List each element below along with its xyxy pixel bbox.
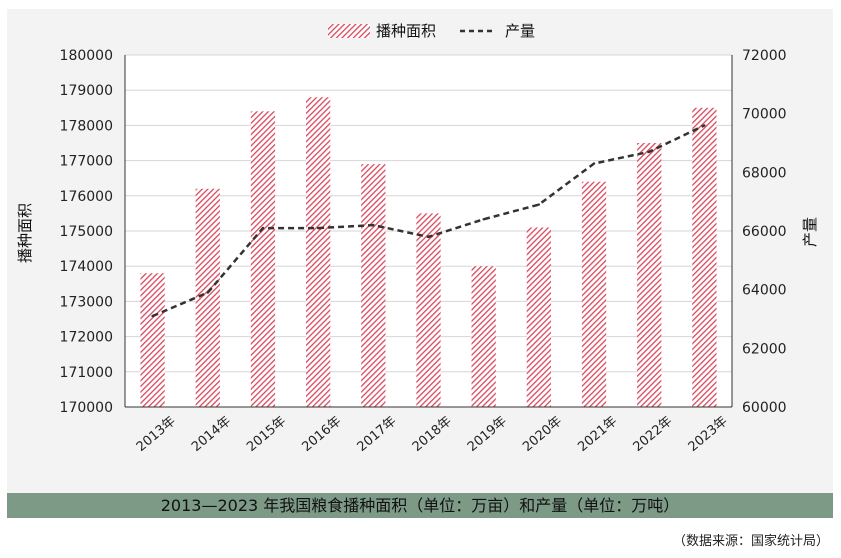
line-point: [316, 226, 320, 230]
legend-bar-label: 播种面积: [376, 22, 436, 40]
left-tick-label: 171000: [60, 365, 113, 381]
bar: [637, 143, 662, 407]
right-tick-label: 60000: [742, 400, 787, 416]
line-point: [206, 291, 209, 294]
left-tick-label: 175000: [60, 224, 113, 240]
right-tick-label: 62000: [742, 341, 787, 357]
bar: [692, 107, 717, 408]
left-axis-label: 播种面积: [16, 203, 34, 263]
left-tick-label: 177000: [60, 154, 113, 170]
source-note: （数据来源：国家统计局）: [672, 534, 829, 549]
right-tick-label: 70000: [742, 107, 787, 123]
left-tick-label: 178000: [60, 118, 113, 134]
right-tick-label: 66000: [742, 224, 787, 240]
legend: 播种面积 产量: [328, 22, 535, 40]
line-point: [151, 314, 154, 318]
bar-series: [140, 97, 717, 408]
bar: [581, 181, 607, 407]
left-tick-label: 174000: [60, 259, 113, 275]
bar: [526, 227, 552, 407]
right-tick-label: 68000: [742, 165, 787, 181]
left-tick-label: 173000: [60, 294, 113, 310]
right-tick-labels: 60000 62000 64000 66000 68000 70000 72000: [742, 48, 787, 416]
line-point: [703, 124, 706, 127]
bar: [250, 111, 276, 407]
bar: [471, 266, 496, 407]
line-point: [261, 226, 265, 230]
right-tick-label: 64000: [742, 283, 787, 299]
left-tick-label: 172000: [60, 330, 113, 346]
line-point: [372, 223, 375, 227]
chart-caption: 2013—2023 年我国粮食播种面积（单位：万亩）和产量（单位：万吨）: [7, 493, 833, 518]
line-point: [427, 235, 430, 239]
left-tick-label: 180000: [60, 48, 113, 64]
bar: [416, 213, 441, 407]
left-tick-label: 179000: [60, 83, 113, 99]
line-point: [482, 218, 485, 221]
line-point: [592, 162, 596, 165]
left-tick-label: 170000: [60, 400, 113, 416]
legend-bar-swatch: [328, 24, 370, 38]
right-tick-label: 72000: [742, 48, 787, 64]
left-tick-label: 176000: [60, 189, 113, 205]
chart: 170000 171000 172000 173000 174000 175000 1760…: [7, 9, 833, 493]
right-axis-label: 产量: [801, 217, 819, 247]
legend-line-label: 产量: [505, 22, 535, 40]
left-tick-labels: 170000 171000 172000 173000 174000 175000 1760…: [60, 48, 113, 416]
bar: [195, 188, 220, 407]
line-series: [151, 124, 706, 318]
bar: [361, 164, 386, 407]
line-point: [648, 150, 651, 153]
bar: [140, 273, 165, 407]
bar: [305, 97, 331, 408]
line-point: [537, 203, 541, 206]
